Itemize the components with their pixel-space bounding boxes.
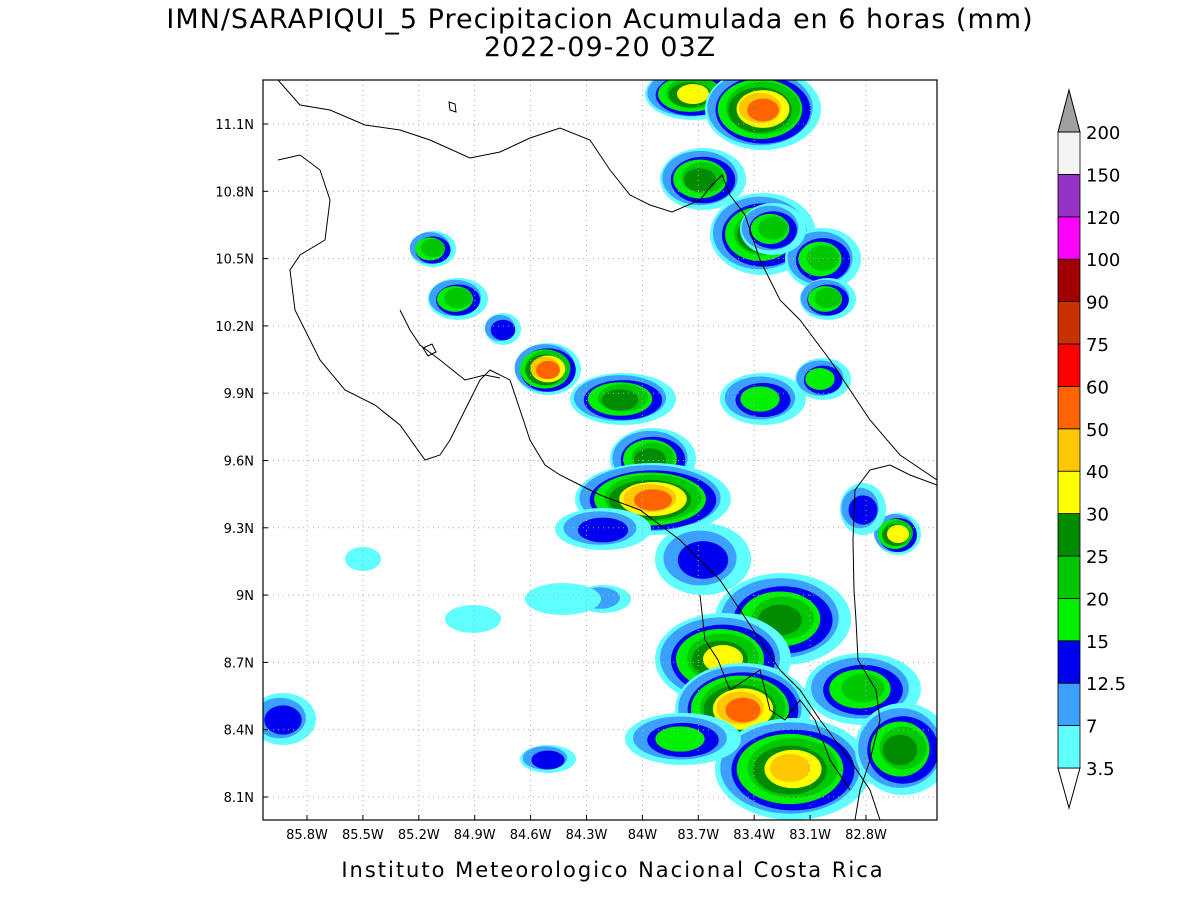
precip-field xyxy=(263,80,937,820)
colorbar-label: 20 xyxy=(1086,589,1109,610)
lon-label: 85.8W xyxy=(286,828,328,843)
lon-label: 82.8W xyxy=(845,828,887,843)
colorbar-label: 3.5 xyxy=(1086,759,1115,780)
colorbar-swatch xyxy=(1057,640,1081,684)
lon-label: 84.3W xyxy=(566,828,608,843)
colorbar-label: 30 xyxy=(1086,505,1109,526)
subtitle: 2022-09-20 03Z xyxy=(484,32,716,63)
precip-cell xyxy=(740,386,780,412)
lat-label: 9.9N xyxy=(224,387,254,402)
precip-cell xyxy=(445,605,501,633)
colorbar-swatch xyxy=(1057,343,1081,387)
lon-label: 84.6W xyxy=(510,828,552,843)
lat-label: 10.8N xyxy=(215,185,254,200)
precip-cell xyxy=(677,84,709,104)
colorbar-label: 25 xyxy=(1086,547,1109,568)
colorbar-swatch xyxy=(1057,301,1081,345)
precip-cell xyxy=(887,525,909,543)
lon-label: 83.4W xyxy=(733,828,775,843)
precip-cell xyxy=(806,245,840,271)
lon-label: 83.7W xyxy=(677,828,719,843)
lat-label: 8.1N xyxy=(224,791,254,806)
colorbar-label: 50 xyxy=(1086,420,1109,441)
precip-cell xyxy=(601,389,639,411)
colorbar: 3.5 7 12.5 15 20 25 30 40 50 60 75 90 100 120 150 200 xyxy=(1057,88,1126,810)
lat-label: 10.5N xyxy=(215,253,254,268)
precip-cell xyxy=(345,547,381,571)
lat-label: 10.2N xyxy=(215,320,254,335)
precip-cell xyxy=(490,319,516,341)
colorbar-swatch xyxy=(1057,216,1081,260)
precip-cell xyxy=(882,734,918,766)
precip-cell xyxy=(525,583,601,615)
lon-label: 85.2W xyxy=(398,828,440,843)
colorbar-label: 7 xyxy=(1086,717,1097,738)
colorbar-label: 100 xyxy=(1086,250,1120,271)
footer: Instituto Meteorologico Nacional Costa R… xyxy=(341,858,884,882)
lat-label: 8.7N xyxy=(224,656,254,671)
lat-label: 9N xyxy=(236,589,254,604)
precip-cell xyxy=(841,673,885,703)
colorbar-label: 90 xyxy=(1086,293,1109,314)
colorbar-swatch xyxy=(1057,513,1081,557)
precip-cell xyxy=(420,238,446,258)
coastline xyxy=(277,80,937,820)
colorbar-label: 75 xyxy=(1086,335,1109,356)
colorbar-label: 40 xyxy=(1086,462,1109,483)
precip-cell xyxy=(677,541,729,579)
lon-label: 84.9W xyxy=(454,828,496,843)
precip-cell xyxy=(758,216,788,240)
colorbar-swatch xyxy=(1057,258,1081,303)
lat-label: 8.4N xyxy=(224,724,254,739)
precip-cell xyxy=(531,750,565,770)
colorbar-label: 200 xyxy=(1086,123,1120,144)
colorbar-label: 150 xyxy=(1086,165,1120,186)
precip-cell xyxy=(633,489,673,511)
precip-cell xyxy=(747,98,779,122)
colorbar-swatch xyxy=(1057,725,1081,769)
colorbar-swatch xyxy=(1057,131,1081,175)
precip-cell xyxy=(805,368,835,390)
colorbar-label: 12.5 xyxy=(1086,674,1126,695)
lon-label: 83.1W xyxy=(789,828,831,843)
colorbar-label: 15 xyxy=(1086,632,1109,653)
precip-cell xyxy=(577,517,629,543)
colorbar-swatch xyxy=(1057,555,1081,599)
lon-label: 84W xyxy=(628,828,658,843)
colorbar-high xyxy=(1057,88,1081,133)
precip-cell xyxy=(264,705,302,735)
colorbar-swatch xyxy=(1057,682,1081,727)
precip-cell xyxy=(444,287,472,309)
lat-label: 9.3N xyxy=(224,522,254,537)
colorbar-low xyxy=(1057,767,1081,810)
precip-cell xyxy=(769,754,811,782)
lat-label: 11.1N xyxy=(215,118,254,133)
precip-cell xyxy=(848,495,878,525)
precip-cell xyxy=(814,287,842,309)
precip-cell xyxy=(655,726,705,752)
plot-frame xyxy=(262,79,938,821)
colorbar-swatch xyxy=(1057,173,1081,218)
title: IMN/SARAPIQUI_5 Precipitacion Acumulada … xyxy=(166,4,1033,35)
colorbar-label: 60 xyxy=(1086,377,1109,398)
colorbar-swatch xyxy=(1057,598,1081,642)
colorbar-label: 120 xyxy=(1086,208,1120,229)
precip-cell xyxy=(683,168,717,192)
colorbar-swatch xyxy=(1057,470,1081,515)
grid: 11.1N 10.8N 10.5N 10.2N 9.9N 9.6N 9.3N 9N 8.7N 8.… xyxy=(215,80,937,843)
lat-label: 9.6N xyxy=(224,455,254,470)
lon-label: 85.5W xyxy=(342,828,384,843)
precip-cell xyxy=(725,697,761,723)
precip-cell xyxy=(536,360,560,380)
colorbar-swatch xyxy=(1057,385,1081,430)
colorbar-swatch xyxy=(1057,428,1081,472)
